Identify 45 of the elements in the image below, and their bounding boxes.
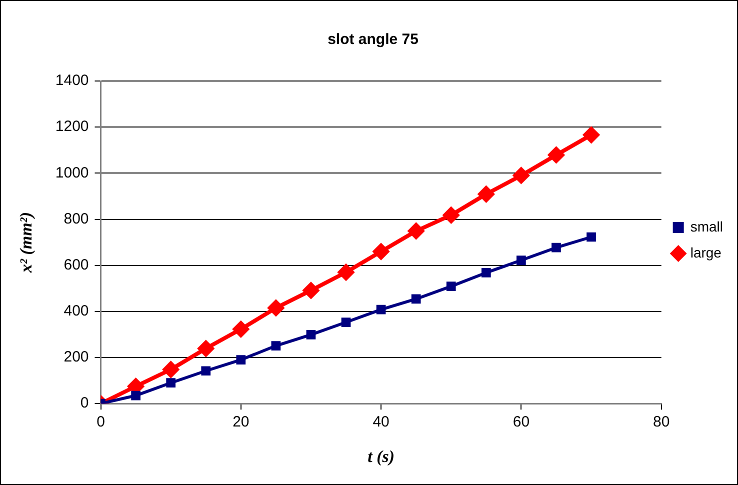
point [232,321,249,338]
x-tick-label: 0 [96,414,105,431]
point [478,186,494,202]
point [306,330,316,340]
point [162,361,179,378]
point [271,341,281,350]
point [481,268,491,278]
point [373,244,390,260]
point [446,282,456,291]
point [236,355,246,364]
point [302,282,319,298]
point [131,390,140,400]
point [513,167,530,184]
point [408,223,424,240]
point [516,256,526,265]
y-tick-label: 1000 [55,164,89,182]
point [341,318,351,327]
point [548,146,564,163]
y-tick-label: 200 [64,348,89,366]
point [552,242,561,252]
point [166,378,176,388]
x-tick-label: 40 [372,414,390,431]
point [376,304,386,314]
x-axis-title: t (s) [368,447,395,466]
y-tick-label: 600 [64,256,89,274]
y-tick-label: 1200 [55,118,89,136]
y-tick-label: 800 [64,210,89,228]
point [338,264,354,280]
legend-label: small [690,218,724,234]
point [443,207,460,224]
y-tick-label: 1400 [55,72,89,90]
point [201,366,211,376]
y-tick-label: 400 [64,302,89,320]
point [411,294,421,304]
x-tick-label: 60 [512,414,530,431]
point [198,340,214,357]
y-tick-label: 0 [80,394,89,412]
point [268,300,284,316]
point [583,126,600,143]
legend-label: large [690,244,722,260]
x-tick-label: 20 [232,414,250,431]
y-axis-title: x² (mm²) [16,212,36,274]
x-tick-label: 80 [652,414,670,431]
chart-title: slot angle 75 [328,31,418,48]
point [586,232,596,242]
